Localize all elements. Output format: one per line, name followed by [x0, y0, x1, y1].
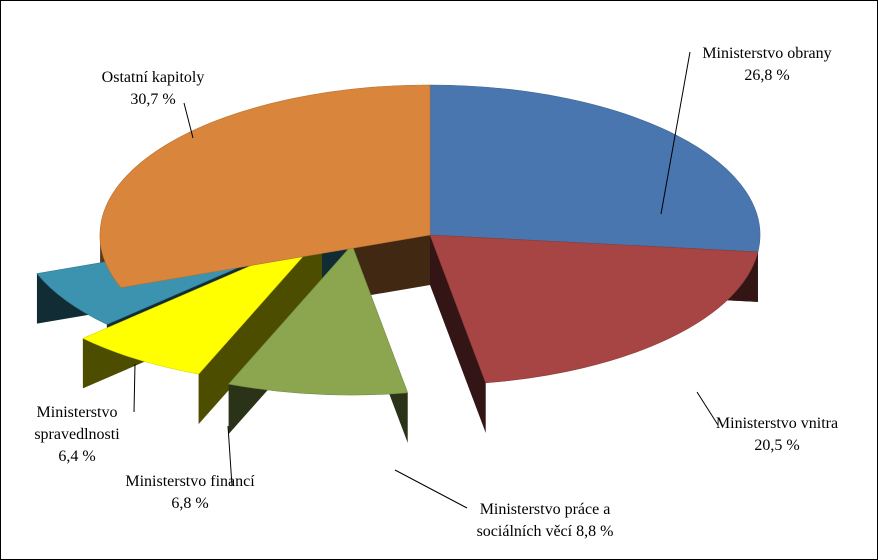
slice-label-6: Ostatní kapitoly 30,7 % [102, 69, 205, 108]
leader-line-5 [133, 363, 136, 413]
leader-line-1 [660, 51, 691, 215]
leader-line-4 [227, 425, 233, 487]
slice-label-5-line-2: spravedlnosti [34, 426, 120, 443]
slice-label-1: Ministerstvo obrany 26,8 % [702, 45, 831, 84]
pie-slice-2-side-wall-2 [430, 235, 486, 433]
slice-label-5: Ministerstvo spravedlnosti 6,4 % [34, 404, 120, 465]
leader-line-6 [183, 102, 194, 139]
slice-label-5-line-3: 6,4 % [58, 448, 95, 465]
slice-label-5-line-1: Ministerstvo [37, 404, 118, 421]
slice-label-2-line-2: 20,5 % [754, 437, 799, 454]
slice-label-6-line-2: 30,7 % [130, 91, 175, 108]
slice-label-3-line-2: sociálních věcí 8,8 % [477, 523, 614, 540]
slice-label-4-line-2: 6,8 % [171, 495, 208, 512]
slice-label-2-line-1: Ministerstvo vnitra [716, 415, 838, 432]
slice-label-1-line-1: Ministerstvo obrany [702, 45, 831, 62]
pie-slice-2 [429, 234, 759, 384]
slice-label-4-line-1: Ministerstvo financí [125, 473, 255, 490]
pie-slice-6 [99, 84, 431, 288]
pie-slice-1 [429, 84, 761, 253]
slice-label-4: Ministerstvo financí 6,8 % [125, 473, 255, 512]
pie-slice-3 [228, 244, 409, 396]
slice-label-1-line-2: 26,8 % [744, 67, 789, 84]
slice-label-6-line-1: Ostatní kapitoly [102, 69, 205, 86]
leader-line-3 [394, 469, 468, 509]
pie-slice-4 [82, 234, 323, 375]
slice-label-3: Ministerstvo práce a sociálních věcí 8,8 … [477, 501, 614, 540]
slice-label-2: Ministerstvo vnitra 20,5 % [716, 415, 838, 454]
slice-label-3-line-1: Ministerstvo práce a [480, 501, 611, 518]
leader-line-2 [696, 391, 719, 426]
